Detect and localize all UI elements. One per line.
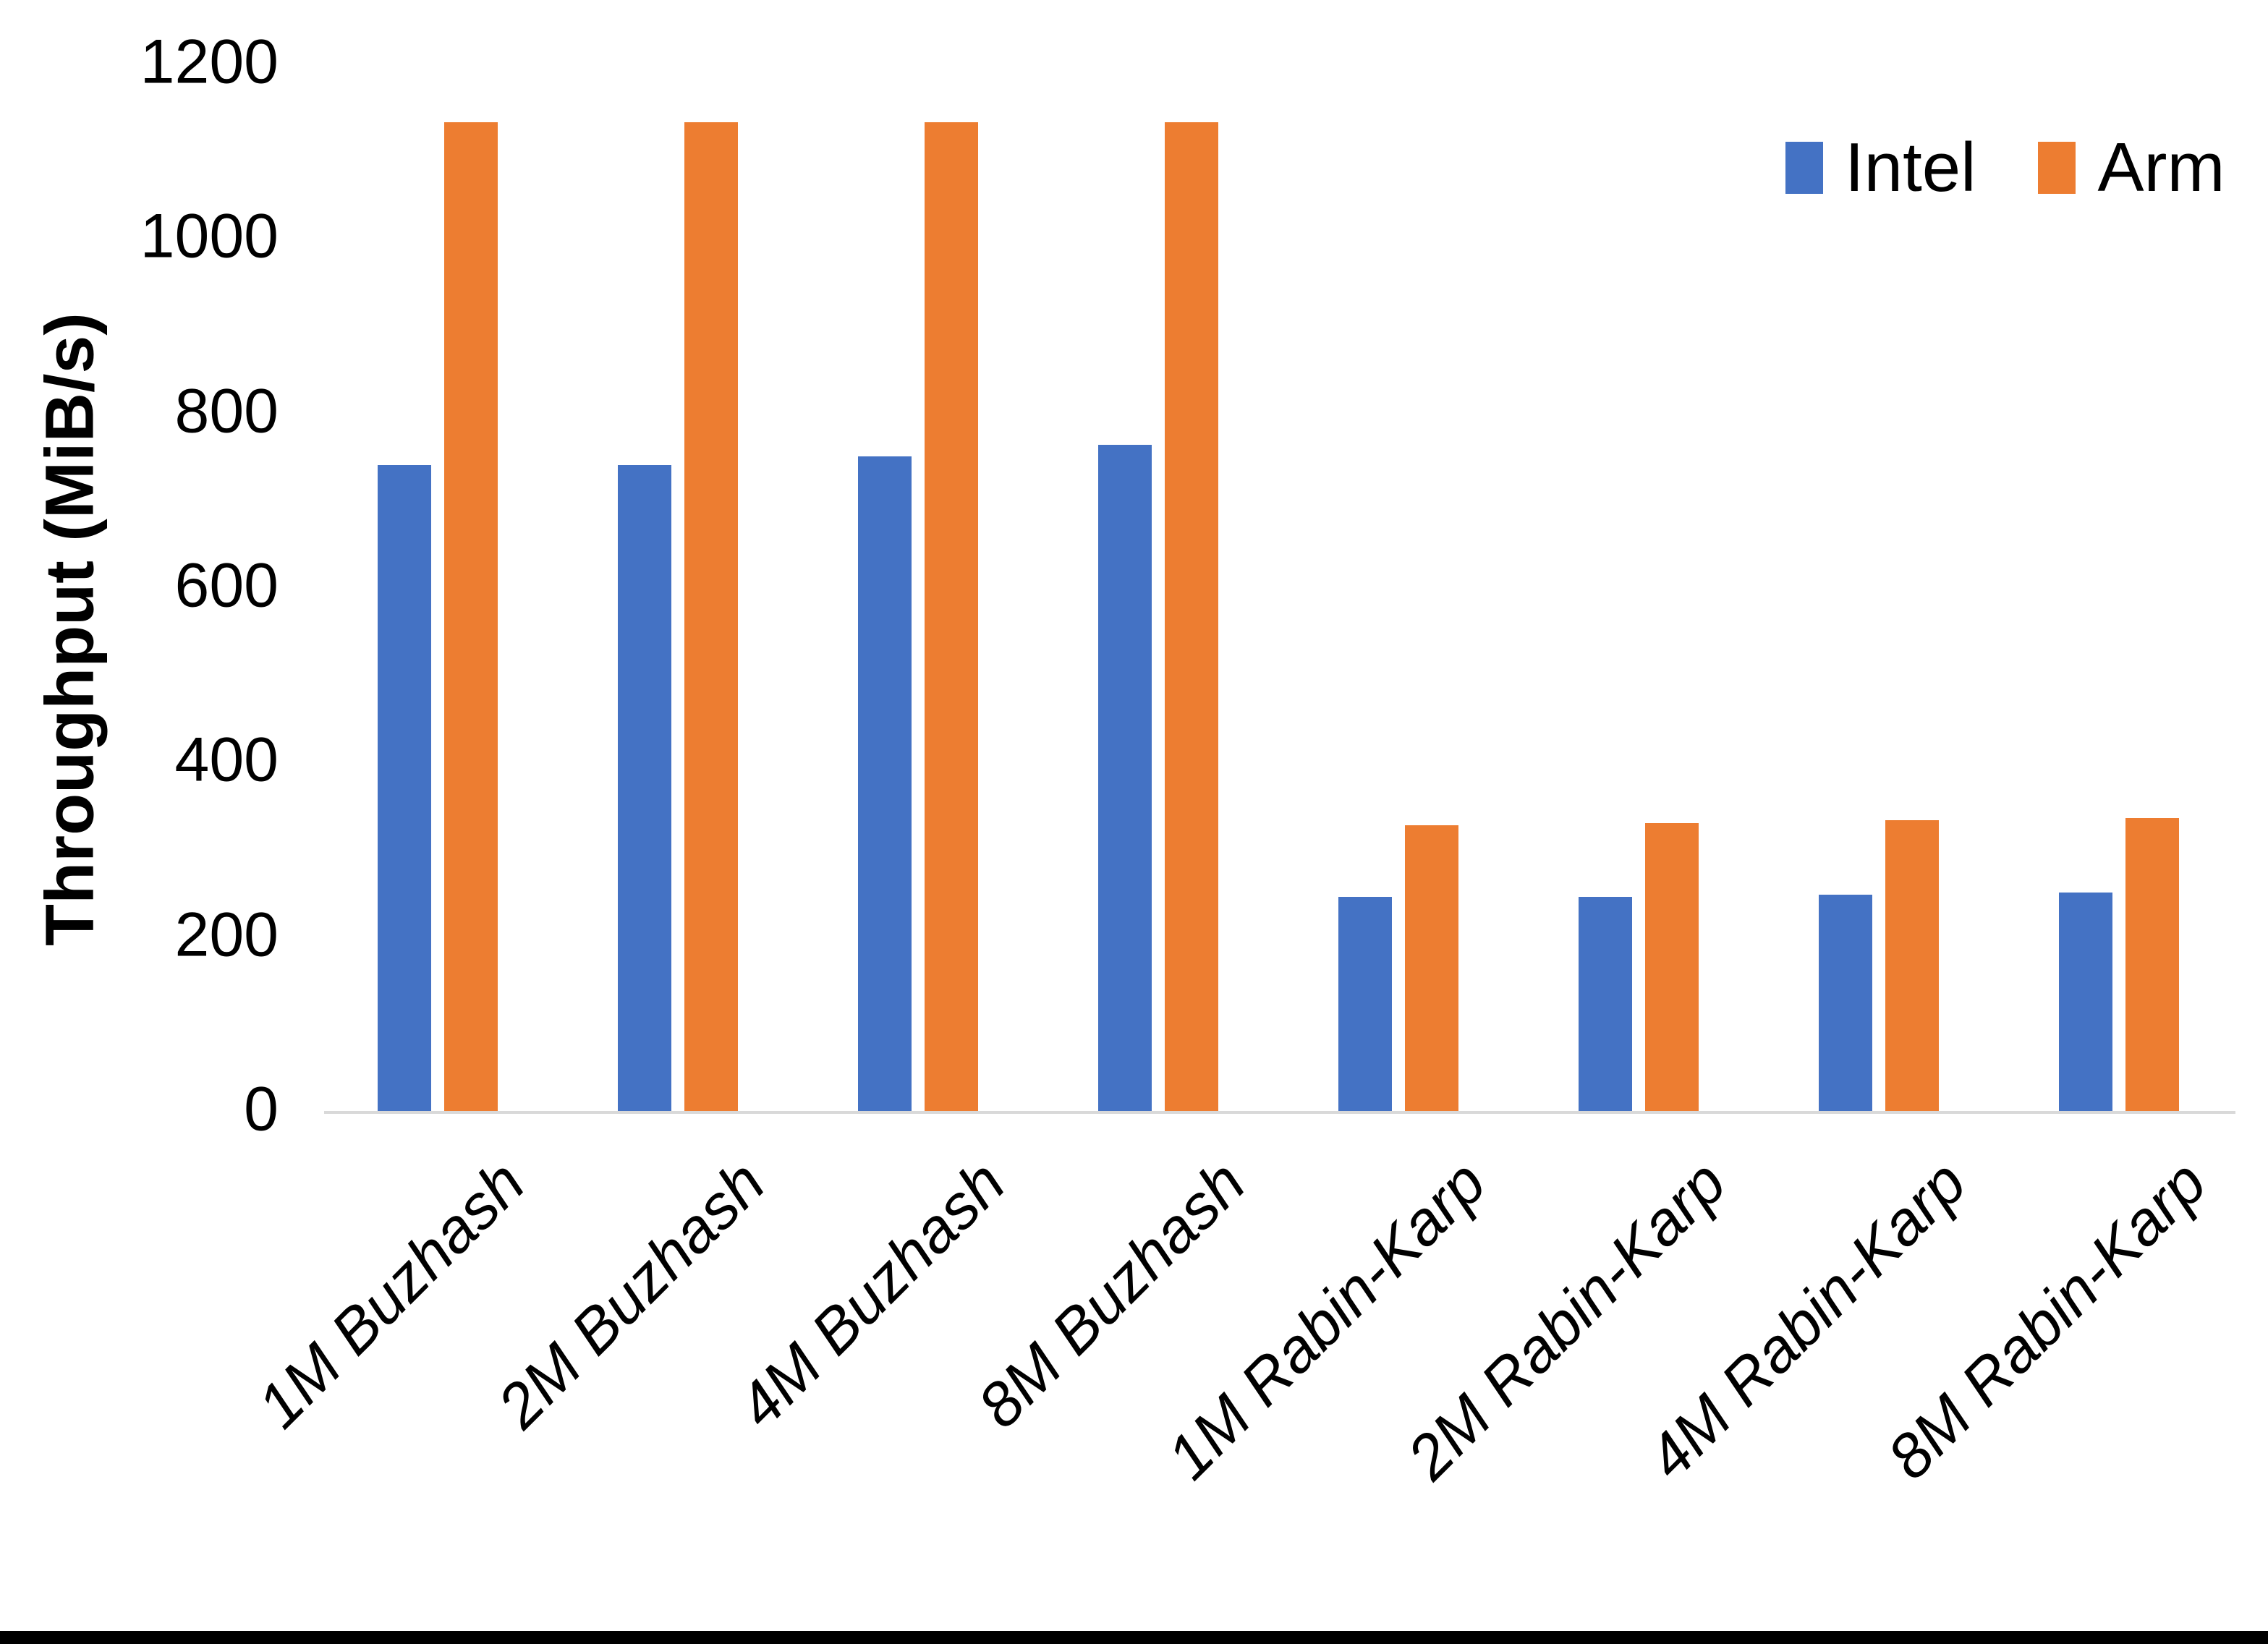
- y-tick-label: 1000: [140, 201, 279, 271]
- y-tick-label: 1200: [140, 27, 279, 97]
- plot-area: [324, 64, 2235, 1111]
- bottom-rule: [0, 1631, 2268, 1644]
- bar-arm-7: [1885, 820, 1939, 1111]
- bar-intel-3: [858, 456, 912, 1111]
- bar-intel-7: [1819, 895, 1872, 1111]
- bar-arm-4: [1165, 122, 1218, 1111]
- bar-intel-4: [1098, 445, 1152, 1111]
- bar-arm-5: [1405, 825, 1458, 1111]
- bar-arm-3: [925, 122, 978, 1111]
- bar-arm-8: [2125, 818, 2179, 1111]
- x-axis-line: [324, 1111, 2235, 1114]
- bar-intel-1: [378, 465, 431, 1111]
- legend-item-arm: Arm: [2038, 133, 2225, 203]
- legend-label-arm: Arm: [2097, 129, 2225, 206]
- bar-intel-8: [2059, 893, 2112, 1111]
- arm-legend-swatch: [2038, 142, 2076, 194]
- bar-intel-6: [1579, 897, 1632, 1111]
- y-tick-label: 200: [174, 900, 279, 970]
- bar-arm-6: [1645, 823, 1699, 1111]
- legend-label-intel: Intel: [1845, 129, 1976, 206]
- intel-legend-swatch: [1785, 142, 1823, 194]
- bar-arm-2: [684, 122, 738, 1111]
- legend-item-intel: Intel: [1785, 133, 1976, 203]
- bar-intel-2: [618, 465, 671, 1111]
- bar-intel-5: [1338, 897, 1392, 1111]
- y-tick-label: 600: [174, 550, 279, 621]
- y-tick-label: 800: [174, 376, 279, 446]
- y-tick-label: 0: [244, 1074, 279, 1144]
- y-tick-label: 400: [174, 725, 279, 795]
- y-axis-ticks: 0 200 400 600 800 1000 1200: [0, 0, 289, 1644]
- legend: Intel Arm: [1785, 133, 2225, 203]
- bar-arm-1: [444, 122, 498, 1111]
